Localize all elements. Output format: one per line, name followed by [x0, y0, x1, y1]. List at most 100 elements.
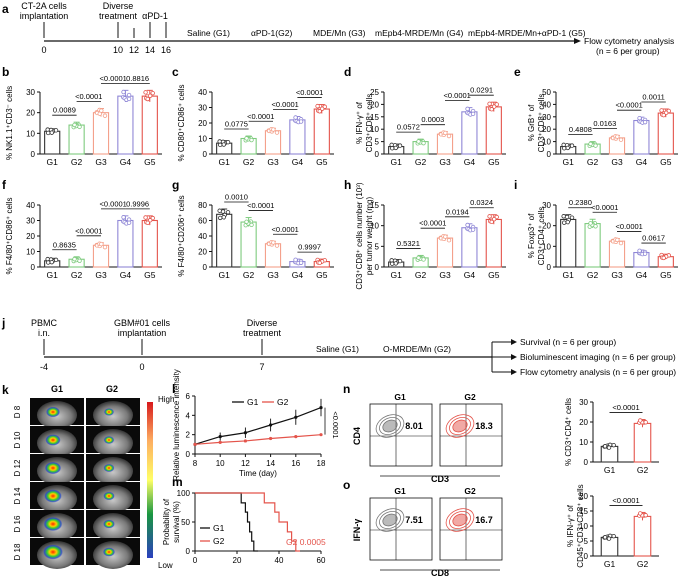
x-tick-label: G2 [71, 157, 83, 167]
bar [461, 111, 478, 155]
p-value-label: 0.0775 [225, 120, 248, 129]
panel-j-timeline: j PBMC i.n. GBM#01 cells implantation Di… [1, 316, 676, 377]
n-note: (n = 6 per group) [596, 46, 660, 56]
panel-a-timeline: a CT-2A cells implantation Diverse treat… [2, 1, 674, 56]
day-label: 0 [139, 362, 144, 372]
density-contour [375, 508, 405, 532]
x-tick-label: G3 [267, 270, 279, 280]
bar [608, 240, 626, 268]
day-label: 10 [113, 45, 123, 55]
y-tick-label: 5 [375, 242, 380, 251]
flow-column-label: G2 [464, 392, 476, 402]
data-point [45, 260, 51, 265]
y-tick-label: 10 [542, 242, 551, 251]
bar [436, 237, 454, 268]
x-tick-label: G5 [316, 270, 328, 280]
y-tick-label: 40 [26, 201, 35, 210]
tumor-signal [45, 434, 61, 446]
bar [313, 108, 330, 155]
y-tick-label: 0 [375, 263, 380, 272]
tumor-signal [103, 519, 115, 529]
flow-plot-frame [439, 403, 503, 467]
x-tick-label: G2 [243, 157, 255, 167]
bar [141, 95, 158, 155]
bar [68, 124, 85, 155]
y-axis-label: CD3⁺CD8⁺ cells [365, 94, 374, 153]
bar [461, 227, 478, 268]
y-tick-label: 10 [370, 222, 379, 231]
x-tick-label: G4 [636, 157, 648, 167]
data-point [446, 238, 452, 243]
survival-curve [195, 492, 300, 552]
x-tick-label: G4 [292, 270, 304, 280]
data-point [147, 218, 153, 223]
y-tick-label: 50 [542, 88, 551, 97]
data-point [393, 261, 398, 266]
data-point [274, 243, 280, 248]
data-point [99, 108, 104, 113]
p-value-label: 0.9997 [298, 243, 321, 252]
quadrant-percentage: 18.3 [475, 421, 493, 431]
y-tick-label: 30 [26, 217, 35, 226]
data-point [588, 141, 593, 147]
tumor-signal [43, 516, 63, 532]
data-point [561, 220, 567, 225]
panel-label-h: h [344, 178, 351, 192]
data-point [470, 111, 476, 117]
data-point [416, 255, 421, 260]
flow-column-label: G2 [464, 486, 476, 496]
x-tick-label: G1 [219, 157, 231, 167]
y-axis-label: Probability of [162, 498, 171, 545]
p-value-label: <0.0001 [616, 101, 643, 110]
data-point [145, 220, 150, 226]
group-label: mEpb4-MRDE/Mn (G4) [375, 28, 463, 38]
mouse-head [93, 485, 133, 513]
day-row-label: D 10 [13, 431, 22, 448]
y-tick-label: 0 [584, 458, 589, 467]
x-tick-label: G2 [243, 270, 255, 280]
data-point [225, 210, 231, 215]
bar [117, 95, 134, 155]
y-axis-label: % IFN-γ⁺ of [355, 101, 364, 144]
x-tick-label: G4 [292, 157, 304, 167]
y-tick-label: 60 [198, 217, 207, 226]
data-point [145, 96, 150, 102]
colorbar-low-label: Low [158, 561, 173, 570]
panel-label-b: b [2, 65, 9, 79]
p-value-label: <0.0001 [612, 403, 639, 412]
x-tick-label: G1 [563, 270, 575, 280]
x-tick-label: G1 [47, 157, 59, 167]
x-tick-label: G5 [660, 270, 672, 280]
x-tick-label: G3 [439, 157, 451, 167]
y-tick-label: 5 [375, 138, 380, 147]
x-tick-label: G5 [144, 157, 156, 167]
y-tick-label: 20 [198, 119, 207, 128]
data-point [421, 140, 426, 146]
panel-label-l: l [172, 382, 175, 396]
panel-label-n: n [343, 382, 350, 396]
y-tick-label: 0 [584, 552, 589, 561]
y-axis-label: % F4/80⁺CD206⁺ cells [177, 195, 186, 276]
flow-column-label: G1 [394, 392, 406, 402]
y-axis-label: CD3⁺CD8⁺ cells [537, 94, 546, 153]
data-point [121, 215, 126, 220]
data-point [465, 222, 470, 228]
series-line [194, 407, 322, 445]
event-label: αPD-1 [142, 11, 168, 21]
data-point [470, 227, 476, 232]
bar [141, 219, 158, 268]
group-label: αPD-1(G2) [251, 28, 292, 38]
colorbar-high-label: High [158, 395, 174, 404]
data-point [659, 108, 664, 113]
tumor-signal [103, 491, 115, 501]
p-value-label: 0.8635 [53, 240, 76, 249]
data-point [217, 142, 223, 148]
data-point [126, 96, 132, 102]
bar-chart-o: 0 5 10 15 20 % IFN-γ⁺ of CD45⁺CD3⁺CD8⁺ cells G1… [566, 484, 659, 569]
day-label: 7 [259, 362, 264, 372]
x-tick-label: G1 [219, 270, 231, 280]
data-point [193, 442, 197, 446]
data-point [421, 257, 426, 262]
data-point [319, 106, 325, 111]
bar-chart-n: 0 10 20 30 % CD3⁺CD4⁺ cells G1 G2 <0.0001 [564, 398, 659, 475]
